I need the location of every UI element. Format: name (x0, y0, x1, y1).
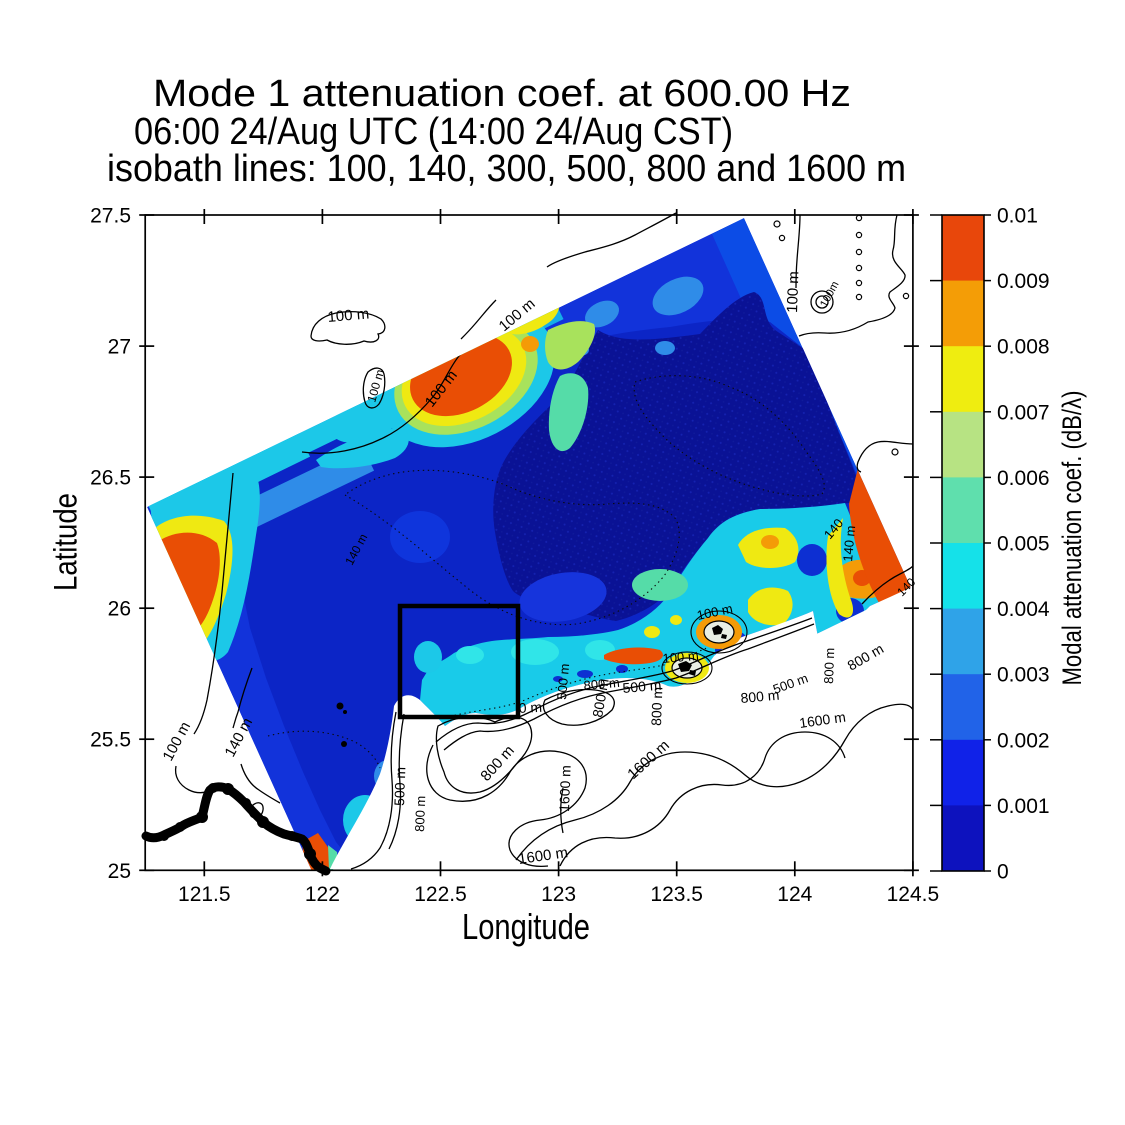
svg-text:25.5: 25.5 (90, 729, 131, 752)
svg-text:0.001: 0.001 (997, 795, 1050, 818)
svg-text:0.007: 0.007 (997, 401, 1050, 424)
svg-text:1600 m: 1600 m (798, 709, 846, 731)
svg-text:Longitude: Longitude (462, 906, 590, 947)
svg-text:100 m: 100 m (327, 305, 370, 326)
svg-text:06:00 24/Aug UTC (14:00 24/Aug: 06:00 24/Aug UTC (14:00 24/Aug CST) (134, 111, 733, 153)
svg-text:1600 m: 1600 m (556, 765, 574, 812)
svg-text:0: 0 (997, 861, 1009, 884)
svg-text:Latitude: Latitude (48, 493, 84, 591)
svg-text:140 m: 140 m (840, 525, 858, 562)
svg-text:124.5: 124.5 (887, 883, 940, 906)
svg-text:isobath lines: 100, 140, 300,: isobath lines: 100, 140, 300, 500, 800 a… (107, 148, 906, 190)
svg-text:0 m: 0 m (518, 699, 542, 716)
svg-text:100 m: 100 m (784, 271, 802, 313)
svg-text:0.005: 0.005 (997, 533, 1050, 556)
svg-text:122: 122 (305, 883, 340, 906)
svg-text:0.006: 0.006 (997, 467, 1050, 490)
svg-text:123: 123 (541, 883, 576, 906)
svg-text:800 m: 800 m (589, 677, 612, 718)
svg-text:0.01: 0.01 (997, 205, 1038, 228)
svg-text:Mode 1 attenuation coef. at 60: Mode 1 attenuation coef. at 600.00 Hz (153, 73, 851, 115)
svg-text:500 m: 500 m (391, 767, 408, 806)
svg-text:27.5: 27.5 (90, 205, 131, 228)
svg-text:Modal attenuation coef. (dB/λ): Modal attenuation coef. (dB/λ) (1057, 391, 1087, 686)
svg-text:0.003: 0.003 (997, 664, 1050, 687)
svg-text:0.002: 0.002 (997, 729, 1050, 752)
svg-text:500 m: 500 m (554, 663, 572, 700)
svg-text:26.5: 26.5 (90, 467, 131, 490)
svg-text:800 m: 800 m (412, 795, 428, 832)
svg-text:100 m: 100 m (696, 601, 734, 623)
svg-text:121.5: 121.5 (178, 883, 231, 906)
svg-text:800 m: 800 m (821, 647, 837, 684)
svg-text:27: 27 (108, 336, 131, 359)
svg-text:123.5: 123.5 (650, 883, 703, 906)
svg-text:0.009: 0.009 (997, 270, 1050, 293)
svg-text:1600 m: 1600 m (517, 844, 569, 868)
svg-text:122.5: 122.5 (414, 883, 467, 906)
svg-text:500 m: 500 m (622, 677, 662, 696)
svg-text:124: 124 (777, 883, 812, 906)
svg-text:0.004: 0.004 (997, 598, 1050, 621)
svg-text:26: 26 (108, 598, 131, 621)
svg-text:25: 25 (108, 860, 131, 883)
svg-text:800 m: 800 m (648, 687, 665, 726)
svg-text:0.008: 0.008 (997, 336, 1050, 359)
svg-text:100 m: 100 m (662, 648, 699, 666)
svg-text:800 m: 800 m (583, 675, 620, 693)
svg-text:800 m: 800 m (740, 687, 780, 706)
